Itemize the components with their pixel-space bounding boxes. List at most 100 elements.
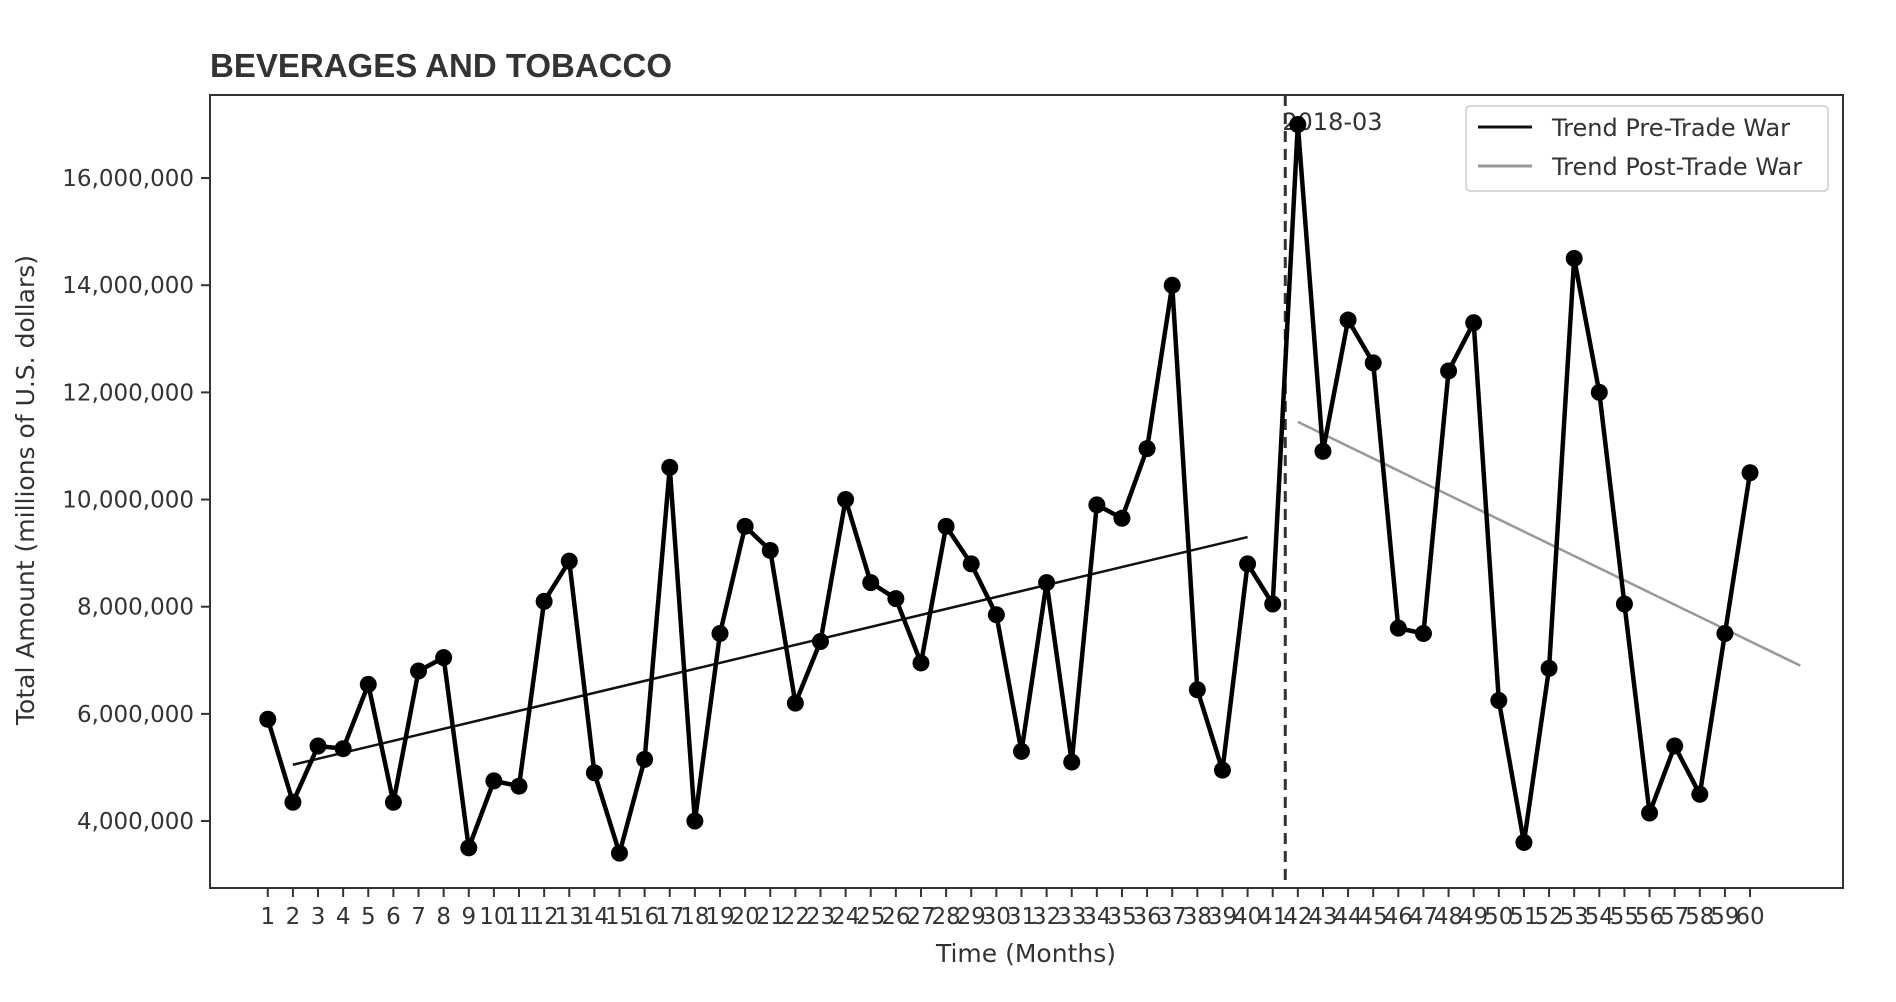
data-point [535,592,553,610]
x-tick-label: 5 [361,904,376,930]
x-tick-label: 40 [1233,904,1262,930]
y-tick-label: 16,000,000 [62,166,194,192]
x-tick-label: 60 [1735,904,1764,930]
chart-title: BEVERAGES AND TOBACCO [210,47,672,84]
x-tick-label: 58 [1685,904,1714,930]
data-point [1088,496,1106,514]
x-tick-label: 54 [1585,904,1614,930]
data-point [359,675,377,693]
x-tick-label: 46 [1384,904,1413,930]
x-tick-label: 13 [555,904,584,930]
data-point [1264,595,1282,613]
data-point [1691,785,1709,803]
x-tick-label: 45 [1359,904,1388,930]
x-tick-label: 27 [906,904,935,930]
data-point [887,590,905,608]
x-tick-label: 43 [1308,904,1337,930]
x-tick-label: 29 [957,904,986,930]
y-axis: 4,000,000 6,000,000 8,000,000 10,000,000 12,… [62,166,210,835]
x-tick-label: 25 [856,904,885,930]
series-points [259,115,1759,862]
data-point [1339,311,1357,329]
x-tick-label: 48 [1434,904,1463,930]
data-point [1565,249,1583,267]
data-point [259,710,277,728]
legend-box [1465,105,1829,192]
data-point [1188,681,1206,699]
data-point [962,555,980,573]
x-tick-label: 17 [655,904,684,930]
x-tick-label: 30 [982,904,1011,930]
x-tick-label: 39 [1208,904,1237,930]
data-point [1289,115,1307,133]
y-tick-label: 10,000,000 [62,488,194,514]
y-tick-label: 12,000,000 [62,380,194,406]
data-point [510,777,528,795]
data-point [1641,804,1659,822]
x-tick-label: 47 [1409,904,1438,930]
data-point [862,574,880,592]
x-tick-label: 51 [1509,904,1538,930]
x-tick-label: 10 [479,904,508,930]
x-tick-label: 34 [1082,904,1111,930]
x-tick-label: 14 [580,904,609,930]
data-point [1138,440,1156,458]
data-point [1490,691,1508,709]
data-point [435,649,453,667]
data-point [309,737,327,755]
data-point [661,458,679,476]
x-tick-label: 53 [1560,904,1589,930]
x-tick-label: 16 [630,904,659,930]
y-axis-label: Total Amount (millions of U.S. dollars) [11,255,40,726]
x-tick-label: 9 [461,904,476,930]
x-tick-label: 15 [605,904,634,930]
data-point [1716,624,1734,642]
x-tick-label: 11 [504,904,533,930]
data-point [1540,659,1558,677]
x-tick-label: 52 [1534,904,1563,930]
x-tick-label: 23 [806,904,835,930]
data-point [485,772,503,790]
data-point [736,517,754,535]
data-point [1038,574,1056,592]
data-point [837,491,855,509]
data-point [761,541,779,559]
x-tick-label: 42 [1283,904,1312,930]
data-point [1113,509,1131,527]
x-tick-label: 37 [1158,904,1187,930]
x-tick-label: 57 [1660,904,1689,930]
x-tick-label: 55 [1610,904,1639,930]
x-tick-label: 38 [1183,904,1212,930]
y-tick-label: 6,000,000 [77,702,194,728]
x-tick-label: 4 [336,904,351,930]
legend-post-label: Trend Post-Trade War [1551,153,1802,181]
data-point [1239,555,1257,573]
x-tick-label: 44 [1333,904,1362,930]
data-point [410,662,428,680]
data-point [1465,314,1483,332]
data-point [284,793,302,811]
x-tick-label: 56 [1635,904,1664,930]
legend-pre-label: Trend Pre-Trade War [1551,114,1790,142]
data-point [912,654,930,672]
x-axis-label: Time (Months) [935,939,1116,968]
x-tick-label: 8 [436,904,451,930]
x-tick-label: 3 [311,904,326,930]
x-tick-label: 12 [529,904,558,930]
series-line [265,122,1753,856]
y-tick-label: 8,000,000 [77,595,194,621]
x-tick-label: 59 [1710,904,1739,930]
plot-area [209,94,1844,889]
data-point [560,552,578,570]
data-point [636,750,654,768]
x-axis: 1 2 3 4 5 6 7 8 9 1011121314151617181920212223242… [260,888,1765,930]
data-point [786,694,804,712]
x-tick-label: 6 [386,904,401,930]
x-tick-label: 18 [680,904,709,930]
data-point [1615,595,1633,613]
data-point [1741,464,1759,482]
data-point [384,793,402,811]
x-tick-label: 35 [1107,904,1136,930]
data-point [1063,753,1081,771]
